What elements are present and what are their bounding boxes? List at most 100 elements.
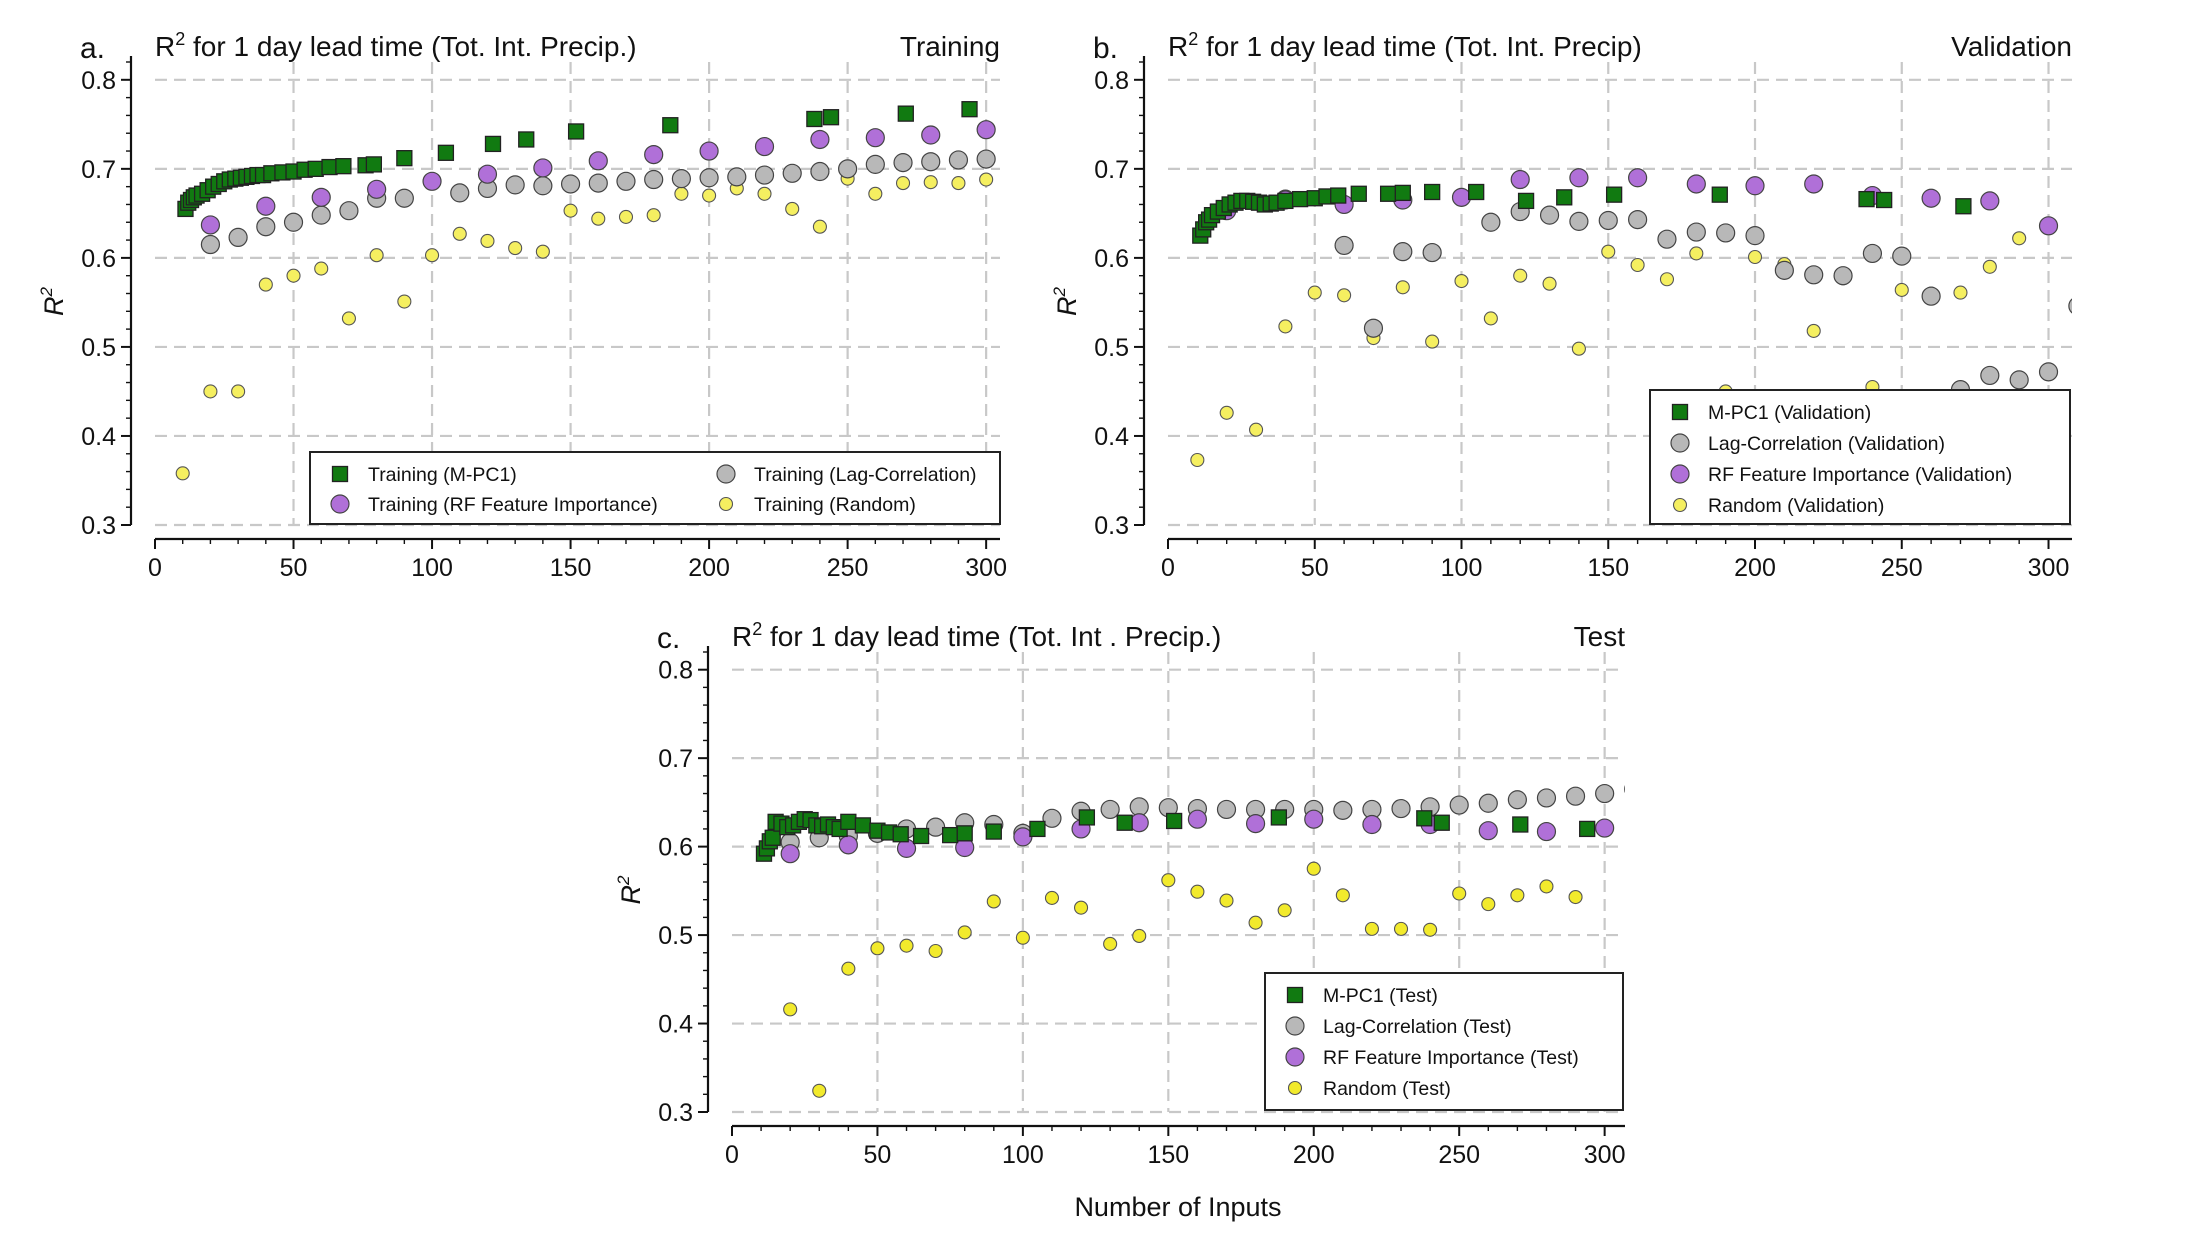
data-point-random <box>1747 249 1763 265</box>
data-point-rf <box>200 215 221 235</box>
data-point-random <box>258 277 273 292</box>
data-point-random <box>979 172 994 187</box>
legend-item: RF Feature Importance (Test) <box>1285 1047 1579 1069</box>
legend-marker-mpc1 <box>1286 986 1304 1004</box>
data-point-lag <box>1422 242 1442 263</box>
data-point-lag <box>1628 209 1648 230</box>
data-point-lag <box>1507 790 1527 810</box>
data-point-rf <box>1569 168 1589 188</box>
data-point-mpc1 <box>1512 816 1529 833</box>
data-point-random <box>1337 288 1352 303</box>
x-tick-label: 150 <box>1587 554 1629 582</box>
x-tick-label: 250 <box>1438 1141 1480 1169</box>
data-point-lag <box>394 188 414 208</box>
data-point-mpc1 <box>662 117 679 134</box>
panel-label: c. <box>657 622 680 655</box>
data-point-random_c <box>1510 888 1525 903</box>
data-point-random <box>231 384 246 399</box>
y-tick-label: 0.4 <box>81 423 116 451</box>
data-point-lag <box>1216 799 1237 820</box>
data-point-lag <box>1804 265 1824 285</box>
data-point-lag <box>1449 795 1469 815</box>
legend-item: RF Feature Importance (Validation) <box>1670 464 2012 486</box>
data-point-random <box>1513 268 1528 283</box>
data-point-lag <box>533 176 553 196</box>
y-axis-label: R2 <box>37 286 69 316</box>
data-point-lag <box>1569 211 1589 231</box>
data-point-random <box>1953 285 1968 300</box>
data-point-lag <box>1745 226 1765 246</box>
data-point-lag <box>1565 786 1586 806</box>
data-point-rf <box>1745 176 1765 196</box>
legend-item: Lag-Correlation (Validation) <box>1670 433 1945 455</box>
x-tick-label: 200 <box>1293 1141 1335 1169</box>
panel-title: R2 for 1 day lead time (Tot. Int. Precip… <box>1168 29 1642 62</box>
data-point-random <box>286 268 301 283</box>
data-point-lag <box>1333 800 1353 820</box>
data-point-lag <box>1100 799 1120 820</box>
y-tick-label: 0.5 <box>1094 334 1129 362</box>
x-tick-label: 50 <box>864 1141 892 1169</box>
x-tick-label: 250 <box>827 554 869 582</box>
data-point-mpc1 <box>1379 185 1397 202</box>
legend-item: M-PC1 (Validation) <box>1671 402 1871 424</box>
x-tick-label: 100 <box>411 554 453 582</box>
data-point-mpc1 <box>956 825 973 842</box>
data-point-mpc1 <box>764 829 781 846</box>
data-point-random <box>1395 280 1410 295</box>
data-point-lag <box>1042 808 1062 828</box>
y-tick-label: 0.3 <box>81 512 116 540</box>
data-point-random_c <box>899 938 914 953</box>
y-tick-label: 0.8 <box>1094 67 1129 95</box>
data-point-random_c <box>957 925 972 940</box>
data-point-random <box>1630 257 1645 273</box>
legend-box <box>1264 972 1624 1111</box>
data-point-lag <box>782 163 802 183</box>
data-point-mpc1 <box>854 817 872 834</box>
data-point-random <box>1249 422 1264 437</box>
data-point-rf <box>1921 188 1941 208</box>
panel-b-validation: 0.3 0.4 0.5 0.6 0.7 0.8 0 50 100 150 200 250 300 R2 b.… <box>1050 29 2072 582</box>
legend: M-PC1 (Test) Lag-Correlation (Test) RF Fea… <box>1264 972 1624 1111</box>
data-point-rf <box>780 844 800 864</box>
data-point-mpc1 <box>1556 189 1573 206</box>
data-point-mpc1 <box>912 827 930 845</box>
x-tick-label: 200 <box>1734 554 1776 582</box>
data-point-rf <box>1013 827 1033 847</box>
legend-label: Training (Lag-Correlation) <box>754 464 977 486</box>
data-point-random <box>203 384 218 399</box>
data-point-mpc1 <box>484 135 502 153</box>
legend-marker-random_c <box>1287 1080 1303 1096</box>
data-point-lag <box>1892 246 1912 266</box>
data-point-rf <box>1187 809 1208 829</box>
data-point-random <box>341 311 356 326</box>
data-point-mpc1 <box>1029 820 1046 838</box>
data-point-random_c <box>1248 915 1263 930</box>
legend-label: Random (Validation) <box>1708 495 1884 517</box>
data-point-rf <box>1804 174 1824 194</box>
data-point-lag <box>1862 243 1883 264</box>
data-point-lag <box>948 150 969 170</box>
data-point-random <box>951 176 966 191</box>
data-point-lag <box>1481 212 1501 232</box>
y-tick-label: 0.5 <box>81 334 116 362</box>
data-point-lag <box>1657 229 1677 249</box>
panel-c-test: 0.3 0.4 0.5 0.6 0.7 0.8 0 50 100 150 200 250 300 R2 c.… <box>614 619 1626 1169</box>
data-point-lag <box>1624 785 1625 794</box>
legend-label: Lag-Correlation (Validation) <box>1708 433 1945 455</box>
data-point-random_c <box>1393 921 1409 936</box>
x-tick-label: 300 <box>1584 1141 1626 1169</box>
data-point-lag <box>976 149 996 169</box>
panel-split-label: Validation <box>1951 31 2072 62</box>
data-point-lag <box>2068 298 2072 314</box>
data-point-mpc1 <box>396 150 413 167</box>
data-point-random <box>369 248 384 263</box>
data-point-random_c <box>783 1002 798 1017</box>
data-point-lag <box>588 173 608 193</box>
data-point-lag <box>1391 798 1411 819</box>
legend-label: RF Feature Importance (Test) <box>1323 1047 1579 1069</box>
legend-item: Lag-Correlation (Test) <box>1285 1016 1512 1038</box>
data-point-random_c <box>1364 921 1379 936</box>
data-point-random <box>397 294 412 309</box>
data-point-mpc1 <box>1424 183 1441 201</box>
